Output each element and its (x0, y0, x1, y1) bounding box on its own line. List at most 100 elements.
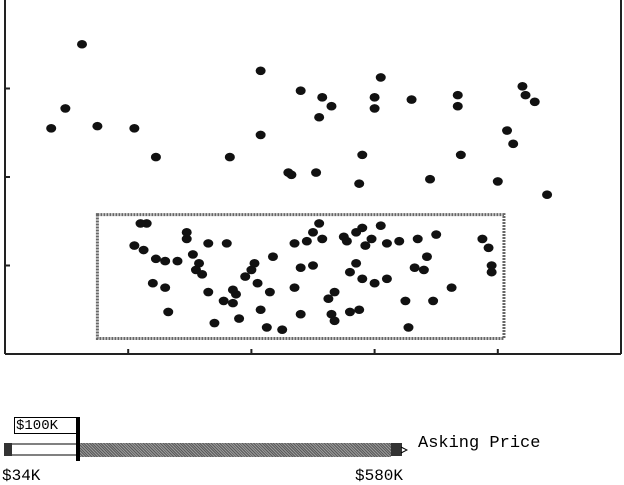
data-point[interactable] (502, 126, 513, 135)
data-point[interactable] (428, 296, 439, 306)
data-point[interactable] (326, 309, 337, 319)
data-point[interactable] (412, 234, 423, 244)
data-point[interactable] (135, 219, 146, 228)
data-point[interactable] (486, 261, 497, 270)
data-point[interactable] (529, 97, 540, 107)
data-point[interactable] (129, 241, 140, 250)
data-point[interactable] (181, 228, 192, 237)
data-point[interactable] (160, 256, 171, 266)
data-point[interactable] (221, 239, 232, 248)
data-point[interactable] (357, 150, 368, 160)
data-point[interactable] (129, 124, 140, 133)
data-point[interactable] (341, 236, 352, 246)
data-point[interactable] (264, 287, 275, 297)
data-point[interactable] (295, 309, 306, 319)
slider-left-cap[interactable] (4, 443, 12, 456)
data-point[interactable] (150, 254, 161, 264)
data-point[interactable] (138, 245, 149, 255)
data-point[interactable] (326, 101, 337, 111)
data-point[interactable] (252, 278, 263, 288)
data-point[interactable] (160, 283, 171, 292)
data-point[interactable] (520, 90, 531, 100)
data-point[interactable] (403, 323, 414, 332)
data-point[interactable] (224, 152, 235, 162)
data-point[interactable] (366, 234, 377, 244)
data-point[interactable] (308, 261, 318, 270)
data-point[interactable] (227, 285, 238, 295)
data-point[interactable] (394, 236, 405, 246)
selected-range-fill[interactable] (80, 443, 391, 457)
data-point[interactable] (344, 307, 355, 317)
data-point[interactable] (203, 239, 214, 248)
data-point[interactable] (295, 263, 306, 273)
data-point[interactable] (400, 296, 411, 306)
data-point[interactable] (227, 298, 238, 308)
data-point[interactable] (255, 66, 266, 76)
data-point[interactable] (289, 283, 300, 292)
data-point[interactable] (150, 152, 161, 162)
data-point[interactable] (77, 39, 87, 49)
data-point[interactable] (409, 263, 420, 273)
data-point[interactable] (486, 267, 497, 277)
data-point[interactable] (234, 314, 245, 323)
data-point[interactable] (344, 267, 355, 277)
scatter-plot[interactable] (0, 0, 624, 360)
data-point[interactable] (354, 305, 365, 315)
data-point[interactable] (477, 234, 488, 244)
data-point[interactable] (163, 307, 174, 317)
data-point[interactable] (452, 90, 463, 100)
data-point[interactable] (314, 112, 325, 122)
data-point[interactable] (375, 221, 386, 230)
data-point[interactable] (452, 101, 463, 111)
data-point[interactable] (329, 316, 340, 326)
data-point[interactable] (92, 121, 103, 131)
data-point[interactable] (455, 150, 466, 160)
data-point[interactable] (209, 318, 220, 328)
data-point[interactable] (381, 239, 392, 248)
data-point[interactable] (286, 170, 297, 180)
data-point[interactable] (351, 258, 362, 268)
data-point[interactable] (240, 272, 251, 281)
data-point[interactable] (492, 177, 503, 186)
data-point[interactable] (147, 278, 158, 288)
data-point[interactable] (508, 139, 519, 149)
data-point[interactable] (369, 278, 380, 288)
data-point[interactable] (314, 219, 325, 228)
data-point[interactable] (311, 168, 322, 177)
data-point[interactable] (308, 228, 318, 237)
data-point[interactable] (483, 243, 494, 253)
data-point[interactable] (360, 241, 371, 250)
data-point[interactable] (194, 258, 205, 268)
data-point[interactable] (60, 104, 71, 113)
data-point[interactable] (203, 287, 214, 297)
data-point[interactable] (329, 287, 340, 297)
data-point[interactable] (421, 252, 432, 261)
data-point[interactable] (357, 223, 368, 233)
low-value-thumb[interactable] (76, 417, 80, 461)
data-point[interactable] (181, 234, 192, 244)
data-point[interactable] (267, 252, 278, 261)
data-point[interactable] (218, 296, 229, 306)
data-point[interactable] (375, 73, 386, 82)
data-point[interactable] (317, 234, 328, 244)
data-point[interactable] (289, 239, 300, 248)
data-point[interactable] (542, 190, 553, 199)
data-point[interactable] (246, 265, 257, 275)
data-point[interactable] (354, 179, 365, 188)
data-points[interactable] (46, 39, 553, 334)
data-point[interactable] (431, 230, 442, 239)
data-point[interactable] (255, 305, 266, 315)
data-point[interactable] (197, 270, 208, 279)
data-point[interactable] (255, 130, 266, 140)
data-point[interactable] (261, 323, 272, 332)
data-point[interactable] (446, 283, 457, 292)
data-point[interactable] (323, 294, 334, 303)
data-point[interactable] (187, 250, 198, 259)
data-point[interactable] (425, 174, 436, 184)
data-point[interactable] (46, 124, 57, 133)
data-point[interactable] (277, 325, 288, 334)
data-point[interactable] (172, 256, 183, 266)
data-point[interactable] (301, 236, 312, 246)
data-point[interactable] (406, 95, 417, 104)
data-point[interactable] (369, 104, 380, 113)
